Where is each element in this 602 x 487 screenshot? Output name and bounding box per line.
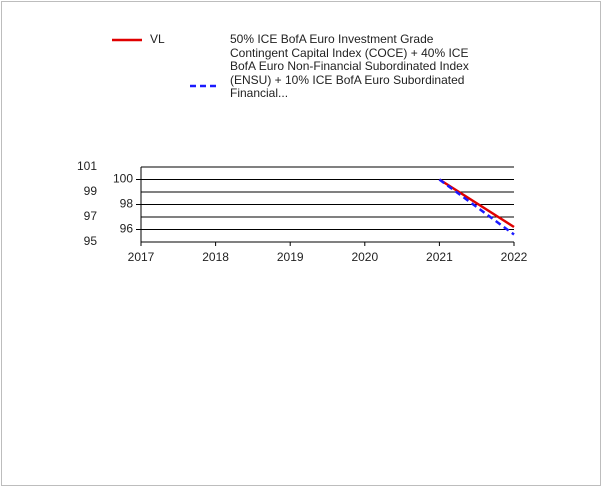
x-tick-label: 2017 [128, 250, 155, 264]
series-line [438, 178, 515, 236]
y-tick-label: 98 [120, 197, 134, 211]
x-tick-label: 2020 [351, 250, 378, 264]
x-tick-label: 2021 [426, 250, 453, 264]
y2-tick-label: 99 [84, 184, 98, 198]
y2-tick-label: 95 [84, 234, 98, 248]
legend-label: VL [150, 32, 165, 46]
x-tick-label: 2022 [501, 250, 528, 264]
y2-tick-label: 97 [84, 209, 98, 223]
x-tick-label: 2019 [277, 250, 304, 264]
y-tick-label: 100 [113, 172, 133, 186]
y2-tick-label: 101 [77, 159, 97, 173]
legend-label: 50% ICE BofA Euro Investment Grade Conti… [230, 32, 469, 100]
x-tick-label: 2018 [202, 250, 229, 264]
y-tick-label: 96 [120, 222, 134, 236]
